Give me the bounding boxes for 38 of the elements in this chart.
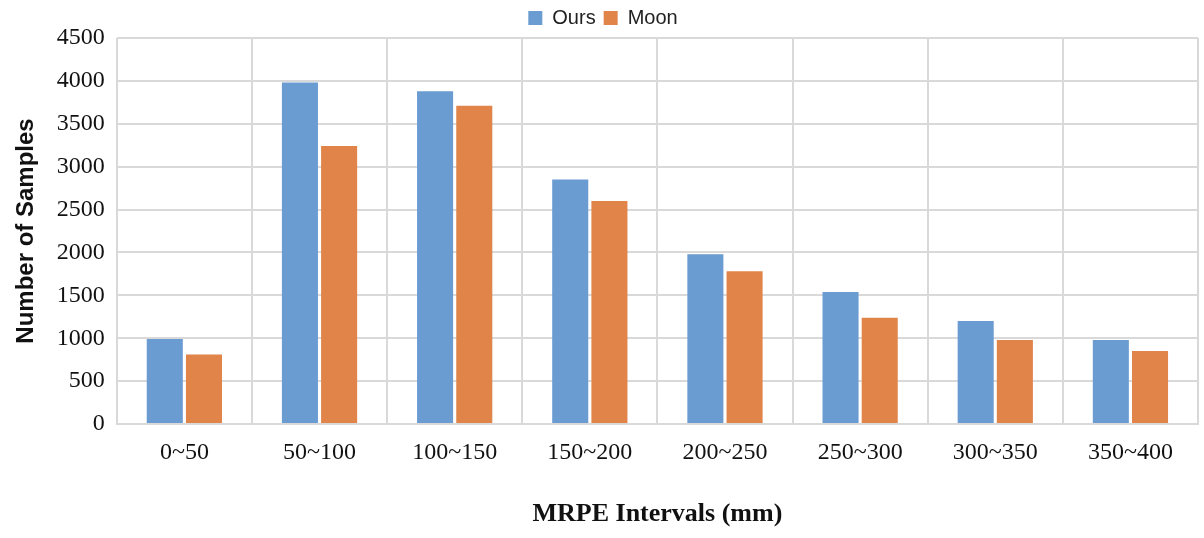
y-tick-label: 1500 xyxy=(56,280,105,307)
x-tick-label: 100~150 xyxy=(412,437,498,464)
x-tick-label: 0~50 xyxy=(159,437,209,464)
x-tick-label: 300~350 xyxy=(952,437,1038,464)
y-tick-label: 0 xyxy=(92,409,105,436)
bar xyxy=(1092,339,1129,423)
y-tick-label: 3000 xyxy=(56,151,105,178)
y-tick-label: 2000 xyxy=(56,237,105,264)
y-tick-label: 4000 xyxy=(56,66,105,93)
bar xyxy=(591,200,628,423)
y-tick-label: 4500 xyxy=(56,23,105,50)
bar xyxy=(552,179,589,423)
x-tick-label: 150~200 xyxy=(547,437,633,464)
bar xyxy=(687,254,724,423)
bar xyxy=(726,271,763,423)
bar xyxy=(281,82,318,423)
bar xyxy=(861,317,898,423)
y-tick-label: 500 xyxy=(68,366,105,393)
x-tick-label: 200~250 xyxy=(682,437,768,464)
x-tick-label: 50~100 xyxy=(283,437,357,464)
bar xyxy=(957,321,994,423)
bar xyxy=(321,146,358,423)
y-tick-label: 1000 xyxy=(56,323,105,350)
x-axis-title: MRPE Intervals (mm) xyxy=(532,498,783,528)
legend-label: Moon xyxy=(627,5,678,28)
y-axis-title: Number of Samples xyxy=(11,118,39,344)
x-tick-label: 250~300 xyxy=(817,437,903,464)
bar xyxy=(1131,351,1169,423)
bar xyxy=(822,291,859,423)
x-tick-label: 350~400 xyxy=(1087,437,1173,464)
bar xyxy=(146,339,183,423)
y-tick-label: 3500 xyxy=(56,109,105,136)
y-tick-label: 2500 xyxy=(56,194,105,221)
bar xyxy=(996,339,1033,423)
bar xyxy=(456,105,493,423)
legend-label: Ours xyxy=(552,5,596,28)
bar xyxy=(185,354,222,423)
bar xyxy=(417,91,454,423)
